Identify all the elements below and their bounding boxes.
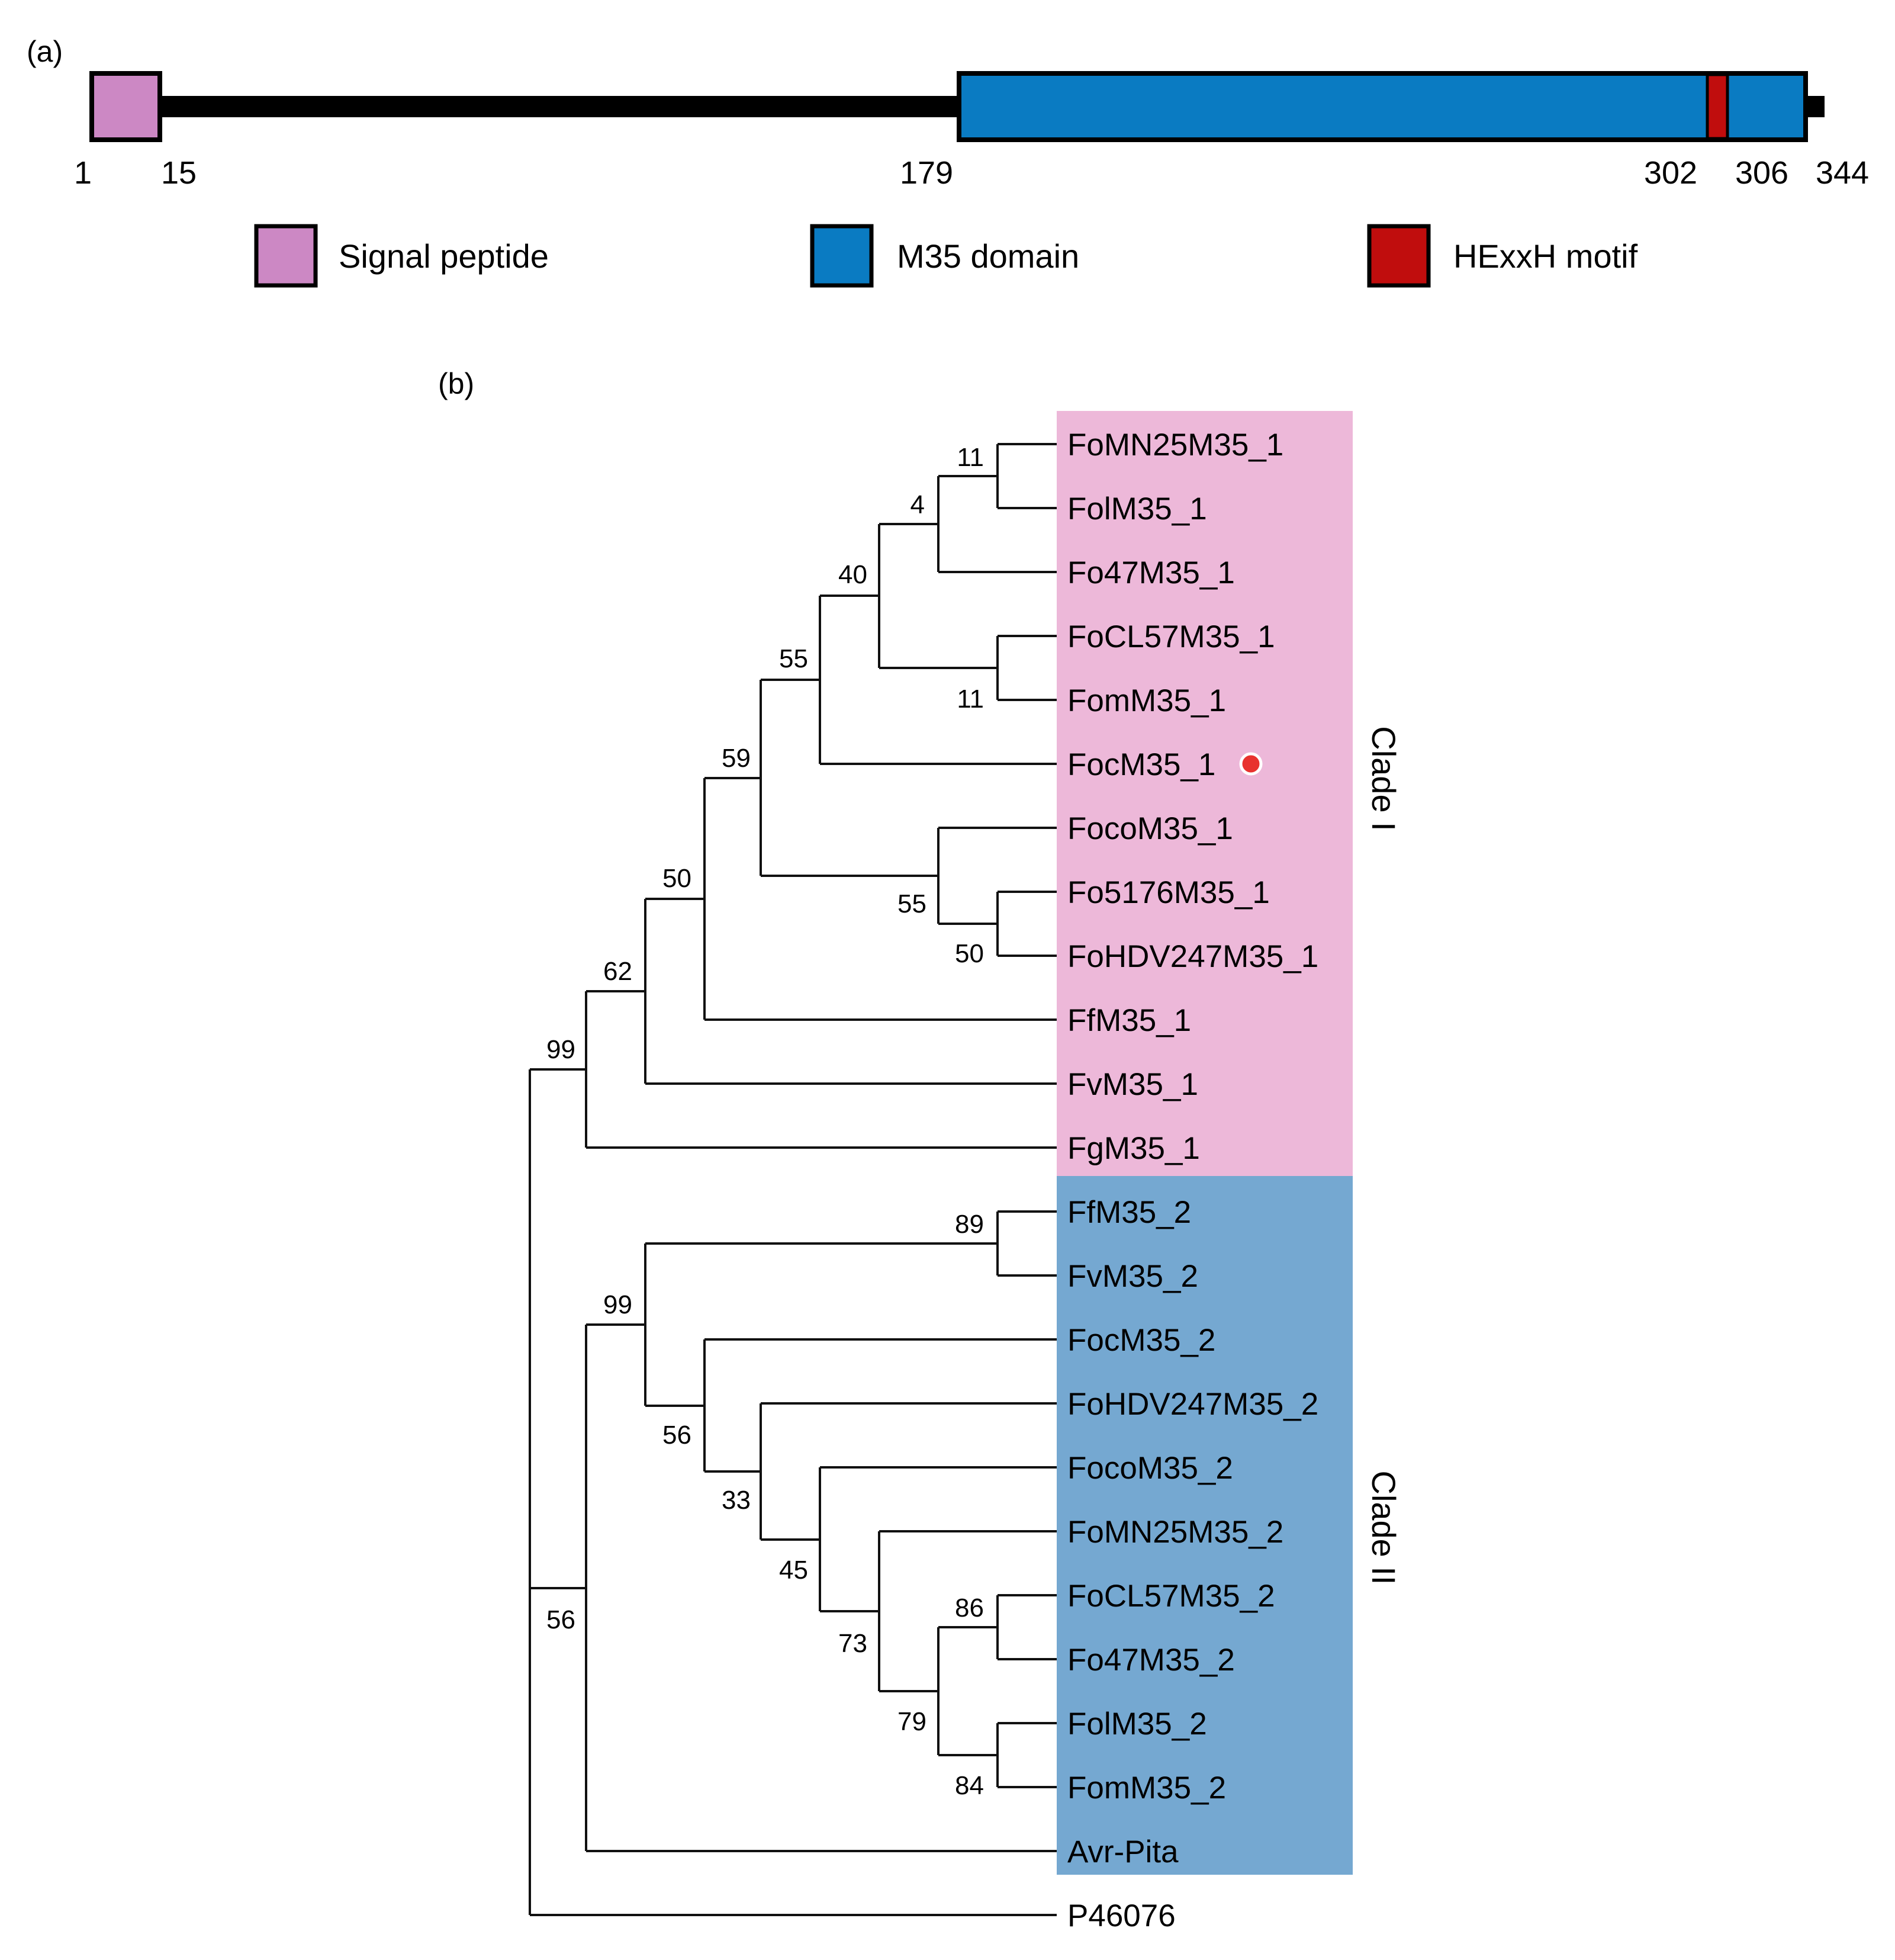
bootstrap-value: 55: [779, 644, 808, 673]
taxon-label: FoHDV247M35_1: [1067, 939, 1318, 974]
protein-domain-diagram: [89, 71, 1825, 142]
taxon-label: FoCL57M35_1: [1067, 619, 1275, 654]
taxon-label: FoMN25M35_2: [1067, 1515, 1283, 1550]
highlight-marker-icon: [1239, 752, 1263, 776]
bootstrap-value: 56: [662, 1421, 691, 1450]
taxon-labels: FoMN25M35_1 FolM35_1 Fo47M35_1 FoCL57M35…: [1067, 428, 1318, 1933]
taxon-label: FgM35_1: [1067, 1131, 1200, 1166]
taxon-label: Fo47M35_2: [1067, 1643, 1235, 1678]
bootstrap-value: 33: [722, 1486, 751, 1515]
position-label: 344: [1816, 155, 1869, 191]
legend-swatch-signal-peptide: [254, 224, 318, 288]
bootstrap-value: 11: [957, 443, 984, 472]
taxon-label: FvM35_1: [1067, 1067, 1198, 1102]
bootstrap-value: 4: [910, 490, 925, 519]
tree-branch: [644, 898, 1057, 1085]
bootstrap-value: 99: [546, 1035, 575, 1064]
taxon-label: FvM35_2: [1067, 1259, 1198, 1294]
position-label: 306: [1735, 155, 1788, 191]
taxon-label: Fo47M35_1: [1067, 555, 1235, 590]
bootstrap-value: 56: [546, 1605, 575, 1634]
taxon-label: FoHDV247M35_2: [1067, 1387, 1318, 1422]
taxon-label: FocoM35_1: [1067, 811, 1233, 846]
legend-label-hexxh-motif: HExxH motif: [1453, 237, 1638, 275]
bootstrap-value: 40: [838, 560, 867, 589]
taxon-label: FoCL57M35_2: [1067, 1579, 1275, 1614]
legend-swatch-hexxh-motif: [1367, 224, 1431, 288]
taxon-label: FolM35_2: [1067, 1707, 1207, 1741]
bootstrap-value: 86: [955, 1593, 984, 1622]
bootstrap-value: 59: [722, 744, 751, 773]
tree-branch: [703, 777, 1057, 1021]
tree-branch: [996, 443, 1057, 509]
bootstrap-value: 55: [897, 889, 926, 918]
taxon-label: FolM35_1: [1067, 491, 1207, 526]
bootstrap-value: 11: [957, 685, 984, 714]
tree-branch: [937, 1626, 998, 1756]
taxon-label: Fo5176M35_1: [1067, 875, 1270, 910]
taxon-label: FfM35_1: [1067, 1003, 1191, 1038]
clade-i-label: Clade I: [1365, 726, 1402, 831]
bootstrap-value: 45: [779, 1556, 808, 1585]
bootstrap-values: 11 4 40 11 55 59 55 50 50 62 99 89 99 56…: [546, 443, 984, 1800]
tree-branch: [996, 1210, 1057, 1277]
tree-branch: [703, 1338, 1057, 1473]
panel-b-label: (b): [438, 367, 474, 400]
legend-label-m35-domain: M35 domain: [897, 237, 1079, 275]
bootstrap-value: 62: [603, 957, 632, 986]
position-labels: 1 15 179 302 306 344: [74, 155, 1869, 191]
panel-a-label: (a): [27, 35, 63, 68]
bootstrap-value: 99: [603, 1290, 632, 1319]
legend-label-signal-peptide: Signal peptide: [339, 237, 549, 275]
taxon-label: FocM35_2: [1067, 1323, 1215, 1358]
bootstrap-value: 50: [955, 939, 984, 968]
taxon-label: FoMN25M35_1: [1067, 428, 1283, 462]
tree-branch: [585, 990, 1057, 1149]
taxon-label: FomM35_1: [1067, 683, 1226, 718]
legend-swatch-m35-domain: [810, 224, 874, 288]
taxon-label: FomM35_2: [1067, 1771, 1226, 1805]
hexxh-motif: [1706, 73, 1729, 140]
tree-branch: [996, 891, 1057, 957]
clade-ii-label: Clade II: [1365, 1471, 1402, 1585]
position-label: 1: [74, 155, 92, 191]
taxon-label: P46076: [1067, 1898, 1176, 1933]
bootstrap-value: 73: [838, 1629, 867, 1658]
bootstrap-value: 79: [897, 1707, 926, 1736]
position-label: 15: [161, 155, 197, 191]
tree-branch: [996, 1594, 1057, 1660]
tree-branch: [996, 635, 1057, 701]
m35-domain: [957, 71, 1808, 142]
taxon-label: FfM35_2: [1067, 1195, 1191, 1230]
signal-peptide-domain: [89, 71, 162, 142]
tree-root-branch: [529, 1068, 1057, 1916]
bootstrap-value: 50: [662, 864, 691, 893]
taxon-label: FocoM35_2: [1067, 1451, 1233, 1486]
phylogenetic-tree: [529, 443, 1057, 1916]
clade-i-highlight: [1057, 411, 1353, 1176]
tree-branch: [760, 1402, 1057, 1541]
taxon-label: Avr-Pita: [1067, 1834, 1179, 1869]
bootstrap-value: 84: [955, 1771, 984, 1800]
taxon-label: FocM35_1: [1067, 747, 1215, 782]
tree-branch: [760, 679, 938, 877]
tree-branch: [996, 1722, 1057, 1788]
bootstrap-value: 89: [955, 1210, 984, 1239]
tree-branch: [644, 1242, 998, 1407]
position-label: 179: [900, 155, 953, 191]
position-label: 302: [1644, 155, 1697, 191]
clade-ii-highlight: [1057, 1176, 1353, 1875]
legend: Signal peptide M35 domain HExxH motif: [254, 224, 1638, 288]
tree-branch: [819, 595, 1057, 765]
tree-branch: [819, 1466, 1057, 1612]
